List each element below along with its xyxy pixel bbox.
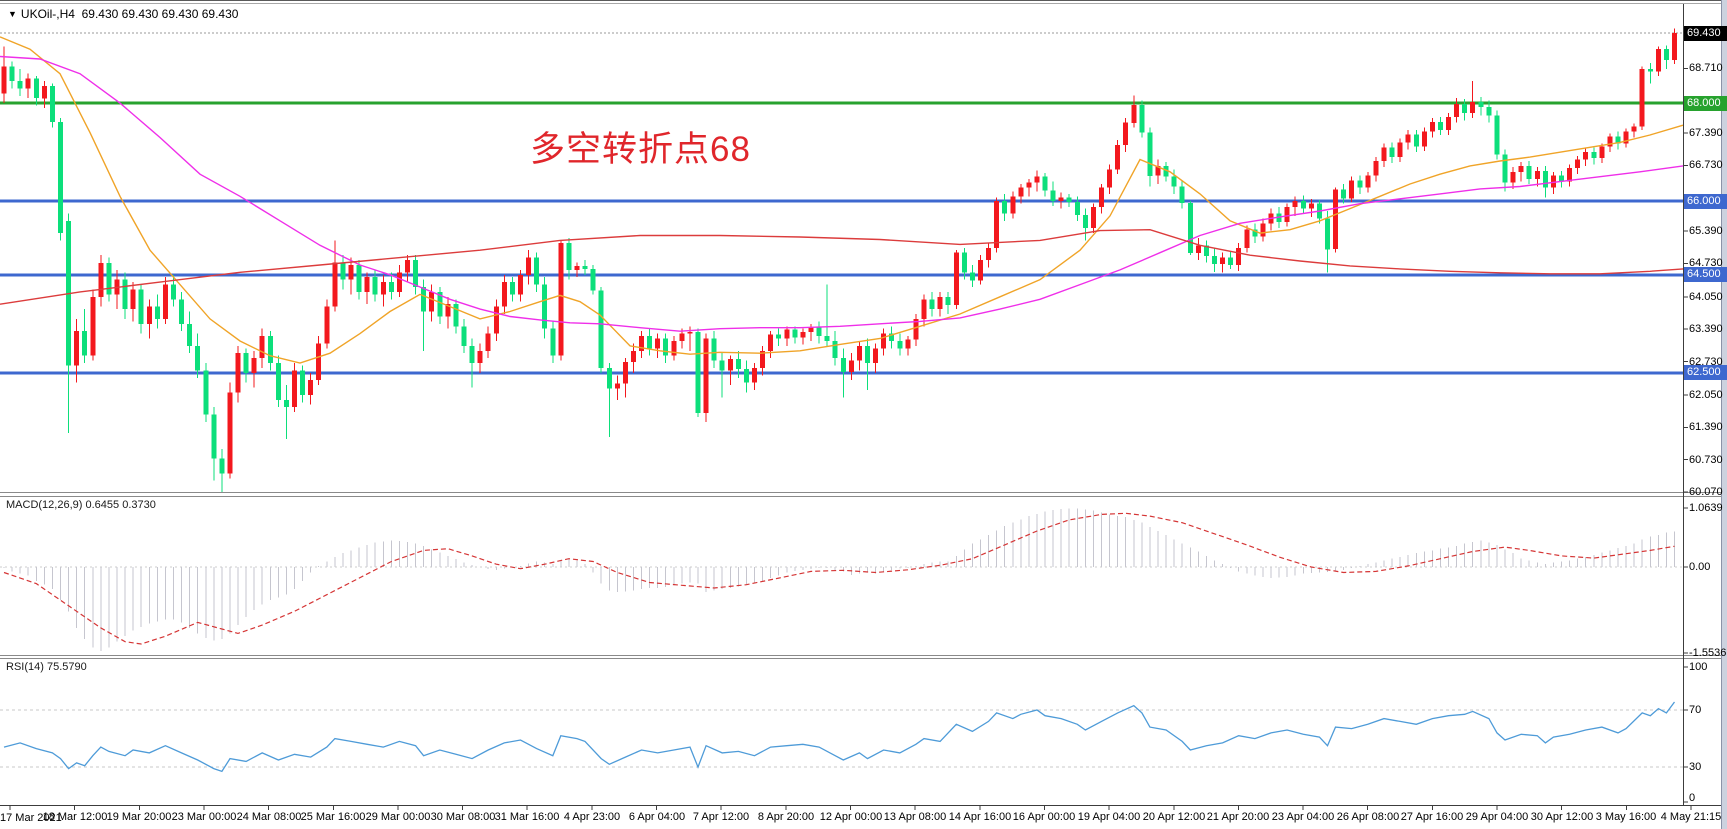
- price-axis-label: 68.710: [1689, 62, 1723, 74]
- price-axis-label: 67.390: [1689, 127, 1723, 139]
- macd-indicator-label: MACD(12,26,9) 0.6455 0.3730: [6, 499, 156, 511]
- price-axis-label: 61.390: [1689, 421, 1723, 433]
- time-axis-label: 4 Apr 23:00: [563, 811, 621, 823]
- macd-main-value: 0.6455: [85, 499, 120, 511]
- time-axis-label: 31 Mar 16:00: [494, 811, 560, 823]
- rsi-value: 75.5790: [46, 661, 87, 673]
- price-level-tag: 62.500: [1684, 365, 1727, 380]
- price-axis-label: 64.730: [1689, 257, 1723, 269]
- annotation-text[interactable]: 多空转折点68: [530, 130, 751, 169]
- price-level-tag: 69.430: [1684, 26, 1727, 41]
- macd-axis-label: 0.00: [1689, 561, 1711, 573]
- price-axis-label: 64.050: [1689, 291, 1723, 303]
- rsi-name: RSI(14): [6, 661, 44, 673]
- price-level-tag: 64.500: [1684, 267, 1727, 282]
- price-axis-label: 60.730: [1689, 454, 1723, 466]
- time-axis-label: 19 Mar 20:00: [106, 811, 172, 823]
- time-axis-label: 29 Apr 04:00: [1465, 811, 1529, 823]
- time-axis-label: 12 Apr 00:00: [819, 811, 883, 823]
- rsi-indicator-label: RSI(14) 75.5790: [6, 661, 87, 673]
- price-axis-label: 63.390: [1689, 323, 1723, 335]
- time-axis-label: 21 Apr 20:00: [1206, 811, 1270, 823]
- time-axis-label: 17 Mar 2021: [0, 812, 62, 824]
- time-axis-label: 7 Apr 12:00: [692, 811, 750, 823]
- symbol-period-label: UKOil-,H4: [20, 7, 75, 21]
- rsi-axis-label: 100: [1689, 661, 1708, 673]
- ohlc-quote-values: 69.430 69.430 69.430 69.430: [81, 7, 239, 21]
- time-axis-label: 6 Apr 04:00: [628, 811, 686, 823]
- rsi-axis-label: 70: [1689, 704, 1702, 716]
- time-axis-label: 24 Mar 08:00: [236, 811, 302, 823]
- time-axis-label: 4 May 21:15: [1660, 811, 1722, 823]
- macd-name: MACD(12,26,9): [6, 499, 83, 511]
- rsi-axis-label: 0: [1689, 792, 1696, 804]
- price-axis-label: 60.070: [1689, 486, 1723, 498]
- time-axis-label: 30 Mar 08:00: [430, 811, 496, 823]
- time-axis-label: 27 Apr 16:00: [1400, 811, 1464, 823]
- time-axis-label: 13 Apr 08:00: [883, 811, 947, 823]
- time-axis-label: 25 Mar 16:00: [300, 811, 366, 823]
- time-axis-label: 18 Mar 12:00: [42, 811, 108, 823]
- time-axis-label: 16 Apr 00:00: [1012, 811, 1076, 823]
- symbol-dropdown-icon[interactable]: ▼: [8, 9, 17, 19]
- time-axis-label: 26 Apr 08:00: [1336, 811, 1400, 823]
- time-axis-label: 3 May 16:00: [1595, 811, 1657, 823]
- time-axis-label: 29 Mar 00:00: [365, 811, 431, 823]
- macd-axis-label: 1.0639: [1689, 502, 1723, 514]
- time-axis-label: 14 Apr 16:00: [948, 811, 1012, 823]
- price-axis-label: 62.050: [1689, 389, 1723, 401]
- chart-title-overlay: ▼ UKOil-,H4 69.430 69.430 69.430 69.430: [8, 7, 238, 21]
- macd-signal-value: 0.3730: [122, 499, 156, 511]
- rsi-axis-label: 30: [1689, 761, 1702, 773]
- macd-axis-label: -1.5536: [1689, 647, 1727, 659]
- time-axis-label: 23 Mar 00:00: [171, 811, 237, 823]
- price-level-tag: 68.000: [1684, 96, 1727, 111]
- price-axis-label: 66.730: [1689, 159, 1723, 171]
- time-axis-label: 20 Apr 12:00: [1142, 811, 1206, 823]
- time-axis-label: 8 Apr 20:00: [757, 811, 815, 823]
- time-axis-label: 30 Apr 12:00: [1530, 811, 1594, 823]
- time-axis-label: 19 Apr 04:00: [1077, 811, 1141, 823]
- price-axis-label: 65.390: [1689, 225, 1723, 237]
- time-axis-label: 23 Apr 04:00: [1271, 811, 1335, 823]
- price-level-tag: 66.000: [1684, 194, 1727, 209]
